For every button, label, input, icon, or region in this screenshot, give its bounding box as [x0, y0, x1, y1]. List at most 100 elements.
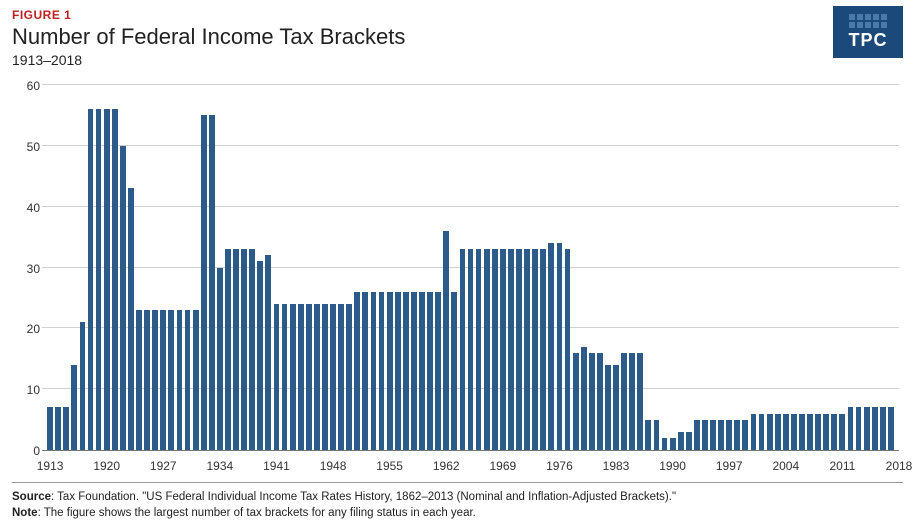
- x-tick-label: 1976: [546, 459, 573, 473]
- chart-footer: Source: Tax Foundation. "US Federal Indi…: [12, 482, 903, 521]
- x-tick-label: 1955: [376, 459, 403, 473]
- bar: [872, 407, 878, 450]
- x-tick-label: 1969: [489, 459, 516, 473]
- bar: [710, 420, 716, 450]
- bar: [856, 407, 862, 450]
- chart-title: Number of Federal Income Tax Brackets: [12, 24, 903, 50]
- bar: [581, 347, 587, 450]
- source-text: : Tax Foundation. "US Federal Individual…: [51, 491, 676, 503]
- bar: [241, 249, 247, 450]
- bar: [629, 353, 635, 450]
- bar: [314, 304, 320, 450]
- bar: [160, 310, 166, 450]
- bar: [427, 292, 433, 450]
- bar: [557, 243, 563, 450]
- bar: [888, 407, 894, 450]
- tpc-logo: TPC: [833, 6, 903, 58]
- bar: [249, 249, 255, 450]
- x-tick-label: 1927: [150, 459, 177, 473]
- bar: [322, 304, 328, 450]
- x-tick-label: 1941: [263, 459, 290, 473]
- bar: [120, 146, 126, 450]
- bar: [144, 310, 150, 450]
- bar: [338, 304, 344, 450]
- bar: [839, 414, 845, 451]
- bar: [104, 109, 110, 450]
- bar: [775, 414, 781, 451]
- y-tick-label: 20: [10, 322, 40, 336]
- bar: [508, 249, 514, 450]
- bar: [217, 268, 223, 451]
- bar: [613, 365, 619, 450]
- logo-text: TPC: [849, 30, 888, 51]
- bar: [403, 292, 409, 450]
- x-tick-label: 1983: [603, 459, 630, 473]
- bar: [492, 249, 498, 450]
- bar: [654, 420, 660, 450]
- bar: [451, 292, 457, 450]
- bar: [540, 249, 546, 450]
- bar: [662, 438, 668, 450]
- x-tick-label: 2018: [886, 459, 913, 473]
- bar: [759, 414, 765, 451]
- bar: [71, 365, 77, 450]
- y-tick-label: 30: [10, 262, 40, 276]
- x-tick-label: 1997: [716, 459, 743, 473]
- bar: [387, 292, 393, 450]
- bar: [265, 255, 271, 450]
- x-tick-label: 1934: [207, 459, 234, 473]
- bar: [565, 249, 571, 450]
- bar: [112, 109, 118, 450]
- bar: [128, 188, 134, 450]
- bar: [468, 249, 474, 450]
- bar: [435, 292, 441, 450]
- bar: [637, 353, 643, 450]
- bar: [702, 420, 708, 450]
- bar: [257, 261, 263, 450]
- bar: [670, 438, 676, 450]
- bar: [460, 249, 466, 450]
- bar: [726, 420, 732, 450]
- bar: [718, 420, 724, 450]
- bar: [371, 292, 377, 450]
- x-tick-label: 1990: [659, 459, 686, 473]
- bar: [96, 109, 102, 450]
- y-tick-label: 40: [10, 201, 40, 215]
- bar: [799, 414, 805, 451]
- note-prefix: Note: [12, 507, 38, 519]
- bar: [290, 304, 296, 450]
- bar: [815, 414, 821, 451]
- bar: [645, 420, 651, 450]
- bar: [500, 249, 506, 450]
- bar: [185, 310, 191, 450]
- x-tick-label: 1948: [320, 459, 347, 473]
- x-tick-label: 1920: [93, 459, 120, 473]
- bar: [751, 414, 757, 451]
- bar: [516, 249, 522, 450]
- bar: [524, 249, 530, 450]
- bar: [298, 304, 304, 450]
- bar: [395, 292, 401, 450]
- logo-grid-icon: [849, 14, 887, 28]
- bar: [354, 292, 360, 450]
- bar: [136, 310, 142, 450]
- bar: [63, 407, 69, 450]
- grid-line: [42, 84, 899, 85]
- bar: [274, 304, 280, 450]
- bar: [823, 414, 829, 451]
- bar: [225, 249, 231, 450]
- bar: [209, 115, 215, 450]
- bar: [411, 292, 417, 450]
- bar: [548, 243, 554, 450]
- bar: [282, 304, 288, 450]
- y-tick-label: 60: [10, 79, 40, 93]
- bar: [362, 292, 368, 450]
- note-text: : The figure shows the largest number of…: [38, 507, 476, 519]
- figure-label: FIGURE 1: [12, 8, 903, 22]
- bar: [597, 353, 603, 450]
- bar: [419, 292, 425, 450]
- bar: [443, 231, 449, 450]
- bar: [177, 310, 183, 450]
- bar: [152, 310, 158, 450]
- source-prefix: Source: [12, 491, 51, 503]
